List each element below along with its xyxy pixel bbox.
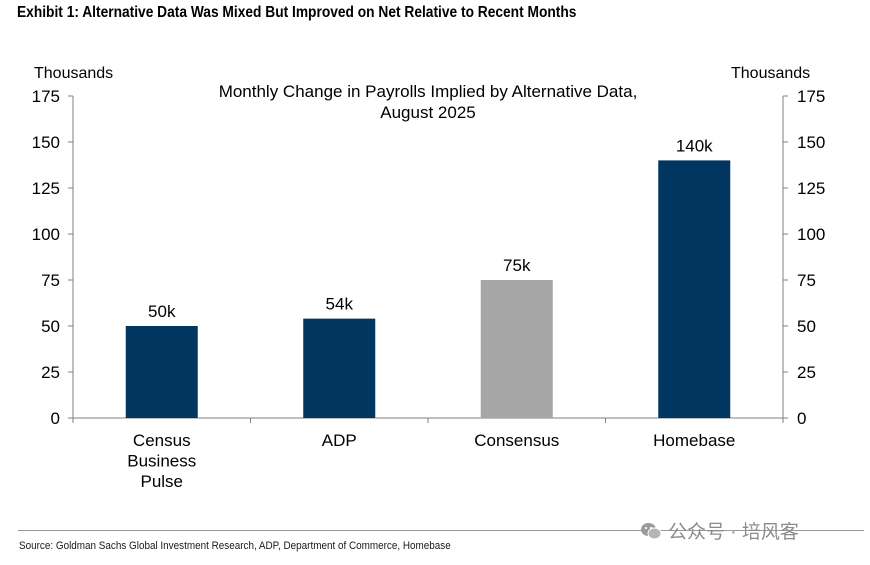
bar-0 [125,326,198,418]
watermark-text: 公众号 · 培风客 [668,522,799,543]
x-category-label: Business [127,452,196,471]
data-label: 50k [148,302,176,321]
right-y-tick-label: 50 [797,317,816,336]
data-label: 140k [676,136,713,155]
right-y-tick-label: 150 [797,133,825,152]
wechat-icon [641,522,662,539]
right-y-tick-label: 25 [797,363,816,382]
left-y-tick-label: 125 [32,179,60,198]
data-label: 54k [326,295,354,314]
x-category-label: Consensus [474,431,559,450]
bar-1 [303,318,376,418]
x-category-label: Homebase [653,431,735,450]
exhibit-title: Exhibit 1: Alternative Data Was Mixed Bu… [17,4,577,21]
left-y-tick-label: 50 [41,317,60,336]
bar-2 [480,280,553,418]
payrolls-bar-chart: Monthly Change in Payrolls Implied by Al… [32,82,826,491]
x-category-label: Pulse [140,472,183,491]
right-y-tick-label: 175 [797,87,825,106]
right-axis-unit-label: Thousands [731,65,811,82]
left-y-tick-label: 150 [32,133,60,152]
right-y-tick-label: 125 [797,179,825,198]
right-y-tick-label: 75 [797,271,816,290]
right-y-tick-label: 100 [797,225,825,244]
source-note: Source: Goldman Sachs Global Investment … [19,540,451,552]
left-y-tick-label: 0 [51,409,60,428]
watermark: 公众号 · 培风客 [640,517,799,544]
left-y-tick-label: 100 [32,225,60,244]
left-y-tick-label: 25 [41,363,60,382]
x-category-label: ADP [322,431,357,450]
left-y-tick-label: 175 [32,87,60,106]
x-category-label: Census [133,431,191,450]
right-y-tick-label: 0 [797,409,806,428]
left-y-tick-label: 75 [41,271,60,290]
bar-3 [658,160,731,418]
footer-divider [18,530,864,531]
chart-title-line: August 2025 [380,103,475,122]
left-axis-unit-label: Thousands [34,65,114,82]
data-label: 75k [503,256,531,275]
chart-title-line: Monthly Change in Payrolls Implied by Al… [219,82,638,101]
